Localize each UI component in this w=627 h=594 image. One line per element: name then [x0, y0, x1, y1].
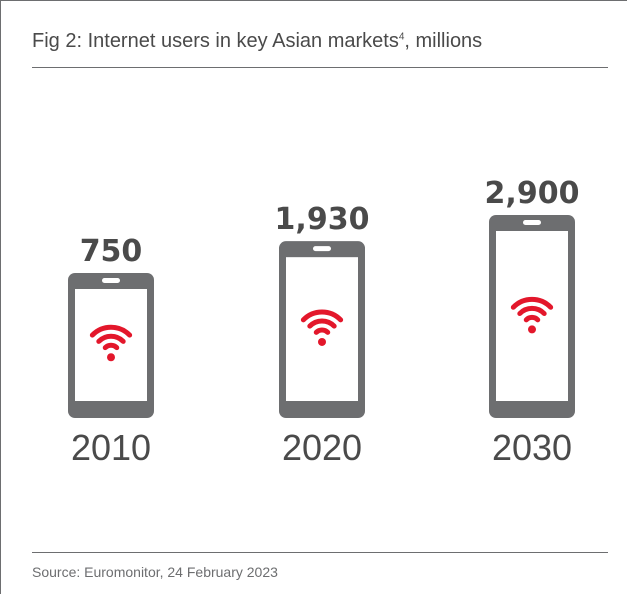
phone-speaker-2010	[102, 278, 120, 283]
title-superscript: 4	[398, 31, 405, 43]
year-label-2020: 2020	[282, 427, 362, 468]
phone-speaker-2020	[313, 246, 331, 252]
value-label-2010: 750	[80, 234, 143, 269]
wifi-icon	[89, 324, 133, 362]
phone-speaker-2030	[523, 220, 541, 225]
year-label-2030: 2030	[492, 427, 572, 468]
value-label-2020: 1,930	[275, 202, 370, 237]
chart-title: Fig 2: Internet users in key Asian marke…	[32, 30, 483, 52]
source-divider	[32, 552, 608, 553]
wifi-icon	[300, 309, 344, 346]
value-label-2030: 2,900	[485, 176, 580, 211]
wifi-icon	[510, 296, 554, 334]
source-note: Source: Euromonitor, 24 February 2023	[32, 564, 278, 580]
title-divider	[32, 67, 608, 68]
year-label-2010: 2010	[71, 427, 151, 468]
